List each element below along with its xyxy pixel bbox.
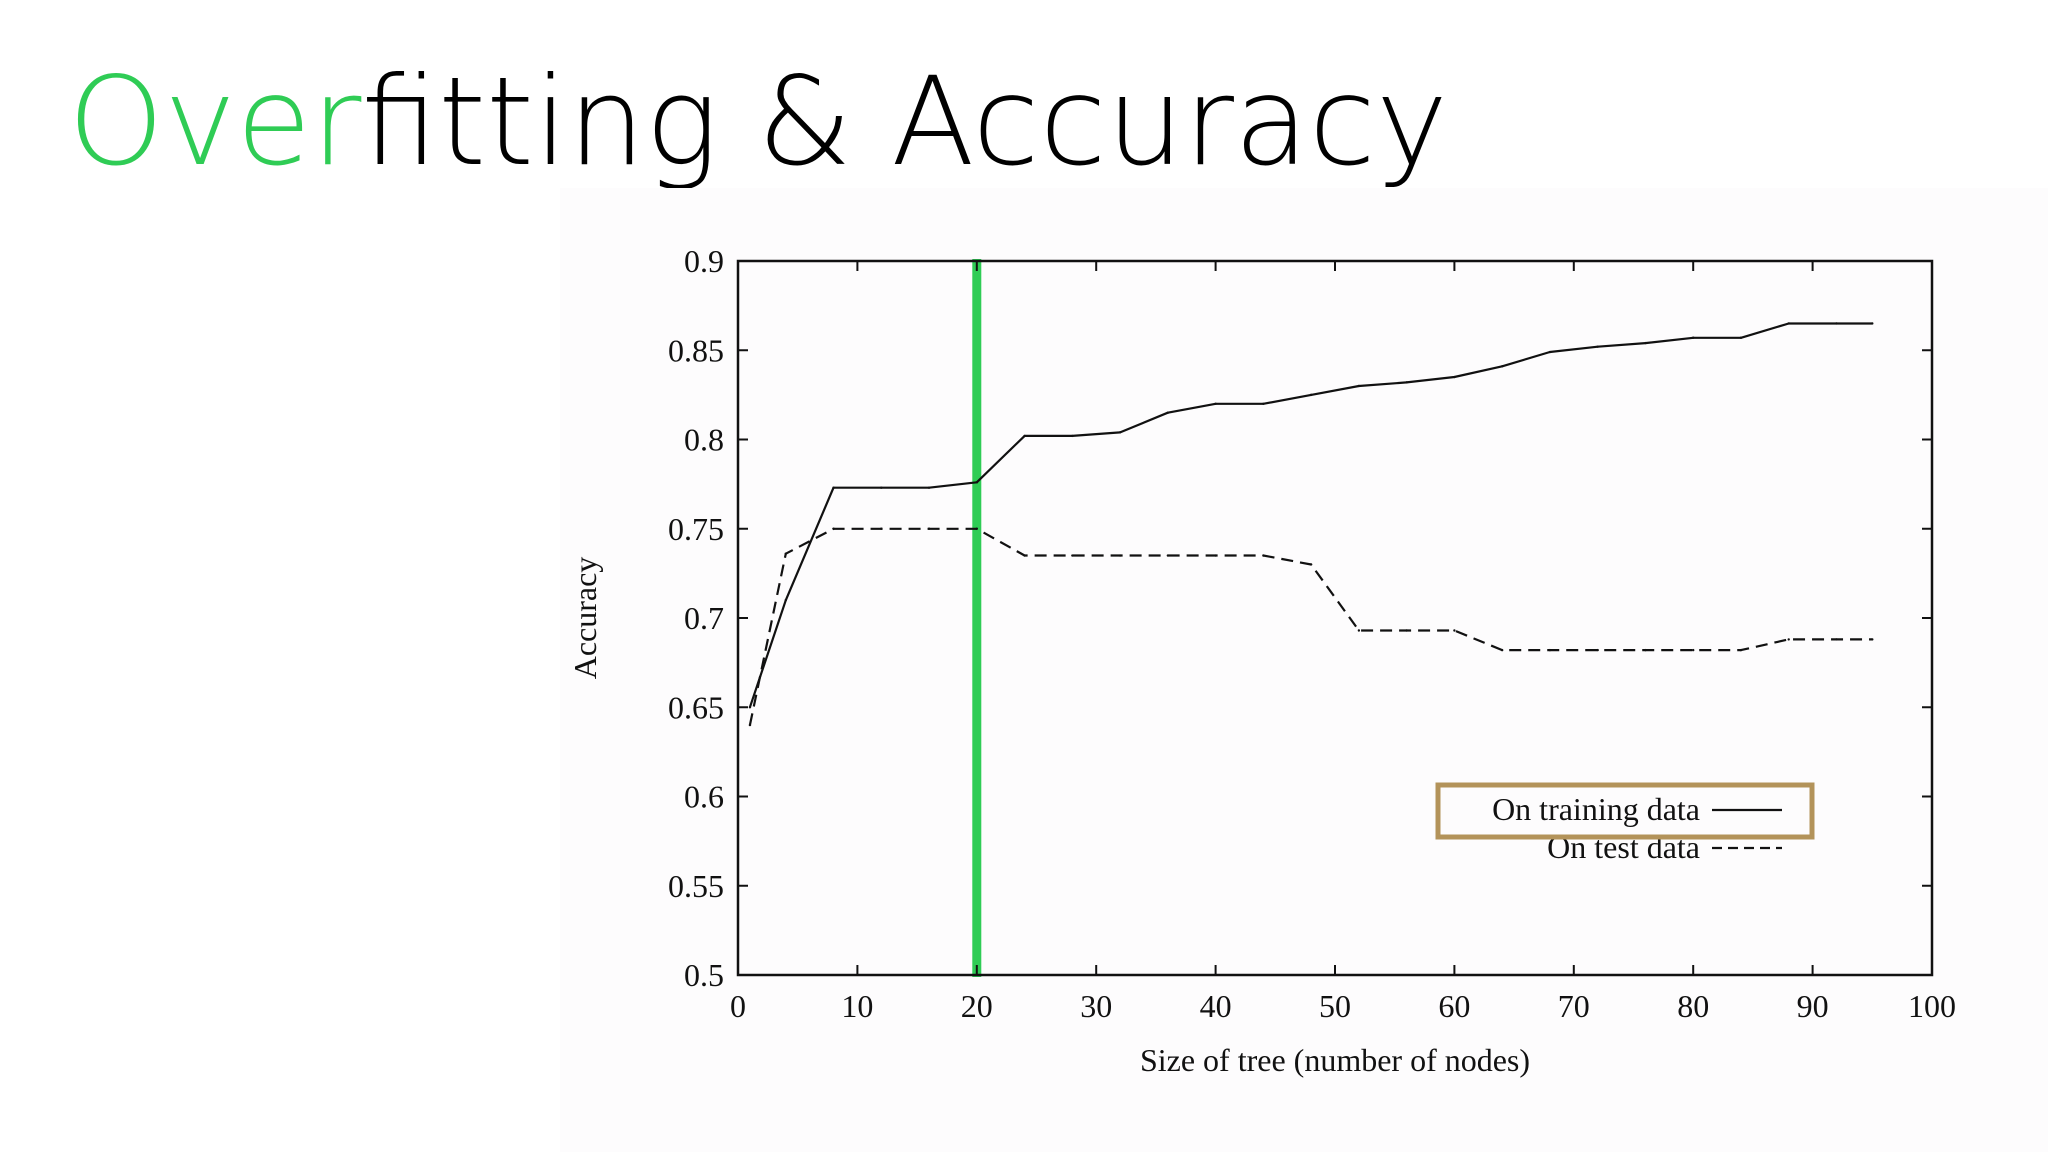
y-tick-label: 0.55 — [668, 868, 724, 904]
series-point-training — [1787, 322, 1790, 325]
x-tick-label: 60 — [1438, 988, 1470, 1024]
series-point-test — [1871, 638, 1874, 641]
series-point-training — [1500, 365, 1504, 368]
series-point-training — [1692, 336, 1695, 339]
series-point-training — [1166, 411, 1170, 414]
series-point-training — [1118, 431, 1122, 434]
series-point-test — [1357, 629, 1361, 632]
series-point-test — [1023, 554, 1026, 557]
x-tick-label: 90 — [1797, 988, 1829, 1024]
series-point-training — [1405, 381, 1408, 384]
series-point-training — [1214, 402, 1217, 405]
series-point-test — [1835, 638, 1838, 641]
series-point-test — [1548, 648, 1552, 652]
x-tick-label: 0 — [730, 988, 746, 1024]
x-tick-label: 30 — [1080, 988, 1112, 1024]
title-main-text: fitting & Accuracy — [361, 51, 1449, 193]
legend-highlight-box — [1435, 782, 1815, 840]
series-point-training — [1453, 375, 1456, 379]
x-tick-label: 20 — [961, 988, 993, 1024]
y-tick-label: 0.9 — [684, 243, 724, 279]
x-tick-label: 50 — [1319, 988, 1351, 1024]
series-point-test — [1071, 554, 1074, 557]
y-axis-title: Accuracy — [567, 557, 603, 680]
series-point-test — [1596, 648, 1599, 652]
y-tick-label: 0.85 — [668, 332, 724, 368]
slide-title: Overfitting & Accuracy — [68, 52, 1448, 192]
series-point-test — [748, 723, 752, 727]
series-point-training — [1023, 434, 1026, 438]
y-tick-label: 0.7 — [684, 600, 724, 636]
series-point-training — [1835, 322, 1838, 325]
series-point-training — [1071, 434, 1074, 438]
series-point-training — [1596, 345, 1599, 348]
series-point-training — [1739, 336, 1743, 339]
series-point-test — [1166, 554, 1170, 557]
series-point-test — [1453, 629, 1456, 632]
series-point-test — [1500, 648, 1504, 652]
legend-label: On training data — [1492, 791, 1700, 827]
accuracy-chart: 0 10 20 30 40 50 60 70 80 90 100 0.5 0.55 0.6 0.65 0.7 0… — [567, 243, 1956, 1078]
series-point-test — [832, 527, 835, 530]
series-point-test — [1692, 648, 1695, 652]
series-point-training — [1871, 322, 1874, 325]
series-point-test — [1262, 554, 1265, 557]
series-point-training — [1548, 350, 1552, 354]
series-point-test — [1118, 554, 1122, 557]
y-tick-label: 0.65 — [668, 689, 724, 725]
series-point-test — [880, 527, 883, 530]
series-point-training — [975, 481, 978, 484]
series-line-test — [748, 527, 1873, 726]
y-tick-label: 0.8 — [684, 422, 724, 458]
series-point-training — [1309, 393, 1313, 397]
x-tick-label: 40 — [1200, 988, 1232, 1024]
series-point-test — [975, 527, 978, 530]
y-tick-label: 0.6 — [684, 779, 724, 815]
x-tick-label: 100 — [1908, 988, 1956, 1024]
series-point-test — [1214, 554, 1217, 557]
series-point-training — [748, 706, 752, 709]
series-point-test — [1787, 638, 1790, 641]
x-axis-title: Size of tree (number of nodes) — [1140, 1042, 1530, 1078]
series-point-training — [1357, 384, 1361, 388]
series-point-training — [1262, 402, 1265, 405]
chart-panel: 0 10 20 30 40 50 60 70 80 90 100 0.5 0.55 0.6 0.65 0.7 0… — [560, 188, 2048, 1152]
series-point-test — [1309, 563, 1313, 566]
series-point-test — [1644, 648, 1647, 652]
y-tick-label: 0.5 — [684, 957, 724, 993]
series-point-test — [1405, 629, 1408, 632]
x-tick-label: 70 — [1558, 988, 1590, 1024]
series-point-test — [784, 552, 787, 555]
title-accent-text: Over — [68, 51, 362, 193]
series-point-training — [784, 598, 787, 602]
series-point-training — [1644, 341, 1647, 345]
series-point-test — [927, 527, 931, 530]
x-tick-label: 10 — [841, 988, 873, 1024]
x-tick-label: 80 — [1677, 988, 1709, 1024]
series-point-training — [832, 486, 835, 489]
series-point-test — [1739, 648, 1743, 652]
series-point-training — [880, 486, 883, 489]
series-point-training — [927, 486, 931, 489]
plot-frame — [736, 259, 1934, 977]
y-tick-label: 0.75 — [668, 511, 724, 547]
legend-label: On test data — [1547, 829, 1700, 865]
